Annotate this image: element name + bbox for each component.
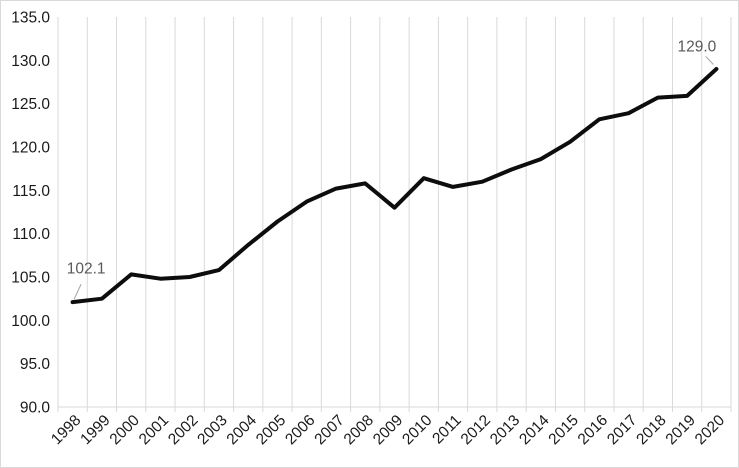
y-tick-label: 110.0 bbox=[12, 226, 50, 243]
data-label: 102.1 bbox=[67, 261, 106, 278]
y-tick-label: 95.0 bbox=[20, 356, 51, 373]
y-tick-label: 90.0 bbox=[20, 400, 51, 417]
leader-line bbox=[73, 283, 82, 300]
y-tick-label: 120.0 bbox=[11, 140, 50, 157]
data-label: 129.0 bbox=[677, 39, 716, 56]
y-tick-label: 125.0 bbox=[11, 96, 50, 113]
y-tick-label: 100.0 bbox=[11, 313, 50, 330]
y-tick-label: 135.0 bbox=[11, 10, 50, 27]
y-tick-label: 115.0 bbox=[12, 183, 50, 200]
y-tick-label: 130.0 bbox=[11, 53, 50, 70]
series-line bbox=[70, 67, 719, 305]
leader-line bbox=[705, 56, 714, 65]
y-tick-label: 105.0 bbox=[11, 270, 50, 287]
